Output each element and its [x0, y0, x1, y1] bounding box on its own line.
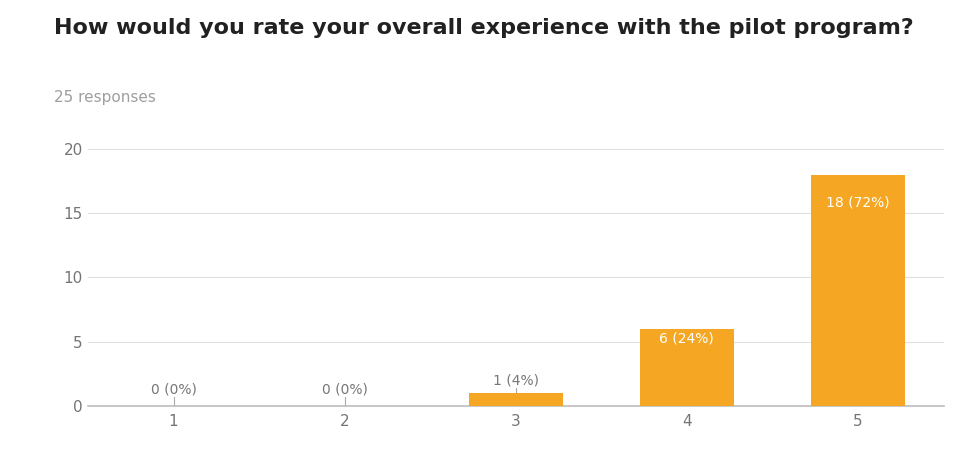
Text: 1 (4%): 1 (4%): [492, 373, 539, 387]
Text: 0 (0%): 0 (0%): [322, 382, 368, 396]
Text: 25 responses: 25 responses: [54, 90, 156, 105]
Bar: [639, 329, 734, 406]
Text: 0 (0%): 0 (0%): [151, 382, 197, 396]
Text: 6 (24%): 6 (24%): [660, 331, 714, 345]
Bar: [469, 393, 562, 406]
Text: How would you rate your overall experience with the pilot program?: How would you rate your overall experien…: [54, 18, 914, 38]
Bar: [811, 175, 905, 406]
Text: 18 (72%): 18 (72%): [826, 195, 889, 209]
